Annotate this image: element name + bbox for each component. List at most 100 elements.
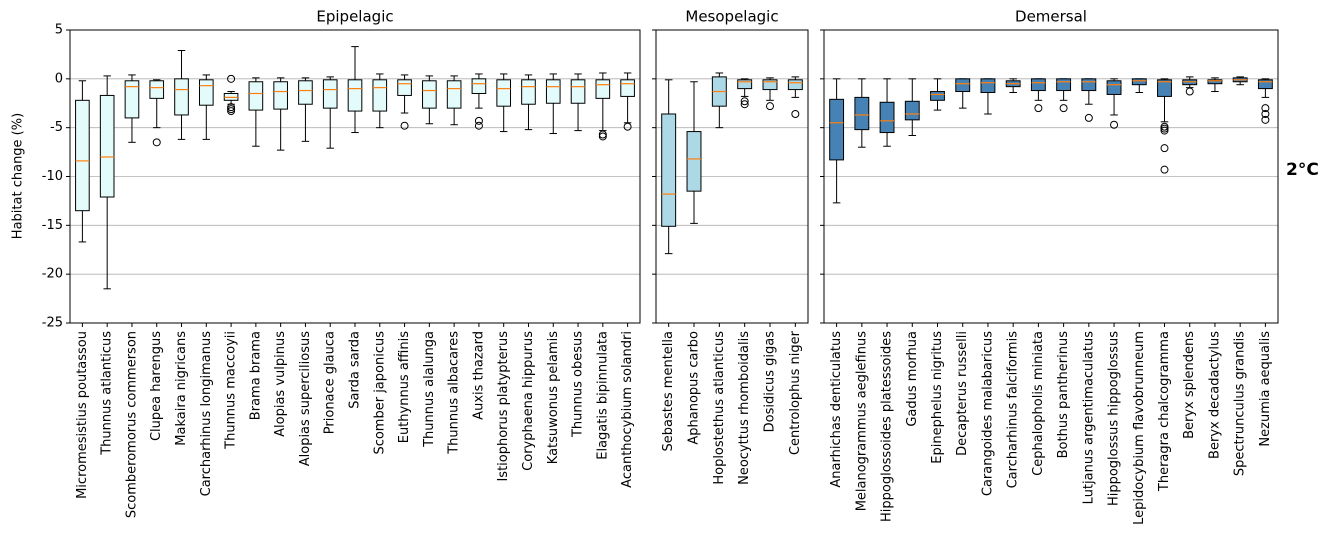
- box: [955, 78, 971, 93]
- box: [1157, 79, 1172, 97]
- box: [248, 81, 264, 111]
- box: [980, 78, 996, 94]
- x-tick-label: Thunnus alalunga: [422, 331, 437, 448]
- box: [686, 131, 702, 192]
- x-tick-label: Makaira nigricans: [174, 331, 189, 446]
- y-tick-label: 0: [55, 71, 63, 86]
- box: [762, 79, 778, 91]
- x-tick-label: Scomberomorus commerson: [124, 331, 139, 518]
- x-tick-label: Sarda sarda: [348, 331, 363, 409]
- x-tick-label: Nezumia aequalis: [1258, 331, 1273, 447]
- panel-frame: [823, 29, 1279, 324]
- box: [1030, 78, 1046, 92]
- box: [787, 79, 803, 91]
- x-tick-label: Epinephelus nigritus: [930, 331, 945, 464]
- outlier: [227, 105, 236, 114]
- outlier: [227, 74, 236, 83]
- box: [930, 91, 945, 101]
- y-tick-label: -20: [42, 267, 63, 282]
- x-tick-label: Prionace glauca: [323, 331, 338, 434]
- box: [99, 94, 115, 198]
- outlier: [1261, 109, 1270, 118]
- box: [273, 81, 288, 110]
- box: [595, 79, 611, 99]
- outlier: [1084, 113, 1093, 122]
- box: [198, 79, 214, 106]
- x-tick-label: Thunnus maccoyii: [224, 331, 239, 450]
- outlier: [740, 100, 749, 109]
- x-tick-label: Sebastes mentella: [661, 331, 676, 451]
- x-tick-label: Istiophorus platypterus: [496, 331, 511, 482]
- box: [620, 79, 635, 97]
- box: [372, 79, 388, 112]
- box: [422, 80, 437, 109]
- box: [496, 79, 512, 107]
- outlier: [227, 103, 236, 112]
- box: [879, 101, 895, 134]
- outlier: [766, 102, 774, 111]
- outlier: [1160, 144, 1169, 153]
- x-tick-label: Cephalopholis miniata: [1031, 331, 1046, 476]
- box: [1257, 79, 1273, 90]
- x-tick-label: Auxis thazard: [471, 331, 486, 420]
- outlier: [598, 132, 607, 141]
- x-tick-label: Brama brama: [248, 331, 263, 420]
- x-tick-label: Coryphaena hippurus: [521, 331, 536, 471]
- x-tick-label: Micromesistius poutassou: [75, 331, 90, 499]
- box: [397, 79, 412, 96]
- panel-title: Demersal: [1015, 8, 1087, 26]
- y-tick-label: -5: [50, 120, 63, 135]
- box: [446, 80, 462, 109]
- outlier: [474, 121, 483, 130]
- x-tick-label: Anarhichas denticulatus: [829, 331, 844, 488]
- box: [1131, 78, 1147, 86]
- box: [1056, 78, 1072, 92]
- outlier: [1185, 87, 1194, 96]
- x-tick-label: Carcharhinus falciformis: [1006, 331, 1021, 489]
- y-tick-label: 5: [55, 23, 63, 38]
- box: [1081, 78, 1097, 92]
- x-tick-label: Melanogrammus aeglefinus: [854, 331, 869, 512]
- outlier: [791, 109, 800, 118]
- x-tick-label: Beryx decadactylus: [1207, 331, 1222, 459]
- box: [1207, 79, 1223, 85]
- outlier: [598, 130, 607, 139]
- x-tick-label: Hippoglossoides platessoides: [880, 331, 895, 522]
- x-tick-label: Thunnus obesus: [571, 331, 586, 438]
- box: [174, 78, 189, 116]
- y-tick-label: -15: [42, 218, 63, 233]
- outlier: [1160, 122, 1169, 131]
- box: [904, 100, 920, 121]
- outlier: [1261, 104, 1270, 113]
- x-tick-label: Neocyttus rhomboidalis: [737, 331, 752, 485]
- outlier: [400, 121, 409, 130]
- box: [829, 98, 845, 161]
- box: [545, 79, 561, 104]
- outlier: [1160, 124, 1169, 133]
- panel-title: Epipelagic: [316, 8, 393, 26]
- box: [347, 79, 363, 112]
- x-tick-label: Hoplostethus atlanticus: [712, 331, 727, 485]
- box: [661, 113, 677, 227]
- x-tick-label: Decapterus russelli: [955, 331, 970, 456]
- x-tick-label: Scomber japonicus: [372, 331, 387, 455]
- x-tick-label: Centrolophus niger: [788, 330, 803, 455]
- x-tick-label: Hippoglossus hippoglossus: [1107, 331, 1122, 506]
- panel-frame: [655, 29, 809, 324]
- box: [737, 79, 753, 90]
- outlier: [740, 97, 749, 106]
- outlier: [1261, 115, 1270, 124]
- x-tick-label: Thunnus albacares: [447, 331, 462, 455]
- box: [298, 80, 313, 105]
- box: [149, 80, 165, 99]
- x-tick-label: Gadus morhua: [905, 331, 920, 427]
- outlier: [1034, 104, 1043, 113]
- y-tick-label: -25: [42, 316, 63, 331]
- box: [75, 99, 90, 212]
- x-tick-label: Theragra chalcogramma: [1157, 331, 1172, 492]
- x-tick-label: Euthynnus affinis: [397, 331, 412, 443]
- outlier: [227, 107, 236, 116]
- x-tick-label: Carcharhinus longimanus: [199, 331, 214, 497]
- outlier: [1160, 165, 1169, 174]
